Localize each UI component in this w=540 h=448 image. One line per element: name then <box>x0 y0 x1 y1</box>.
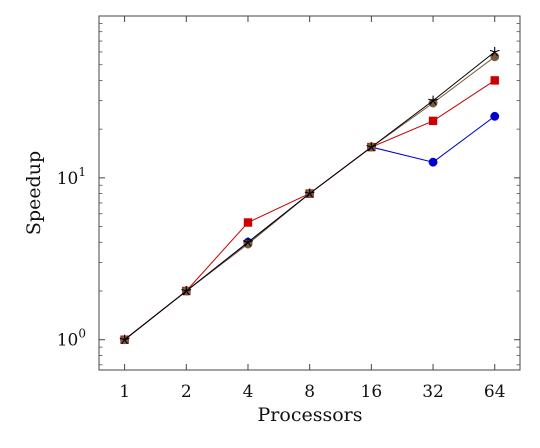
data-point-square <box>243 218 253 227</box>
x-tick-label: 32 <box>422 382 444 402</box>
data-point-circle <box>428 157 438 167</box>
y-axis-label: Speedup <box>23 151 45 235</box>
data-point-star <box>489 46 500 57</box>
series-4 <box>119 46 500 345</box>
data-point-star <box>181 286 192 296</box>
x-tick-label: 1 <box>119 382 130 402</box>
axis-ticks <box>99 16 520 370</box>
y-tick-label-base: 10 <box>57 169 79 189</box>
data-point-square <box>428 116 438 126</box>
y-tick-label: 100 <box>57 327 86 351</box>
x-tick-label: 2 <box>181 382 192 402</box>
data-point-circle <box>490 111 500 121</box>
y-tick-label-exponent: 1 <box>78 165 86 179</box>
y-tick-label-exponent: 0 <box>78 327 86 341</box>
y-tick-label-base: 10 <box>57 331 79 351</box>
x-tick-label: 16 <box>361 382 383 402</box>
series-layer <box>119 46 500 345</box>
data-point-star <box>119 334 130 345</box>
data-point-star <box>366 142 377 152</box>
x-tick-label: 4 <box>243 382 254 402</box>
x-tick-label: 8 <box>304 382 315 402</box>
data-point-star <box>304 188 315 198</box>
y-tick-label: 101 <box>57 165 86 189</box>
data-point-star <box>243 237 253 247</box>
data-point-star <box>428 95 438 106</box>
x-axis-label: Processors <box>258 404 363 426</box>
data-point-square <box>490 76 499 85</box>
x-tick-label: 64 <box>484 382 506 402</box>
